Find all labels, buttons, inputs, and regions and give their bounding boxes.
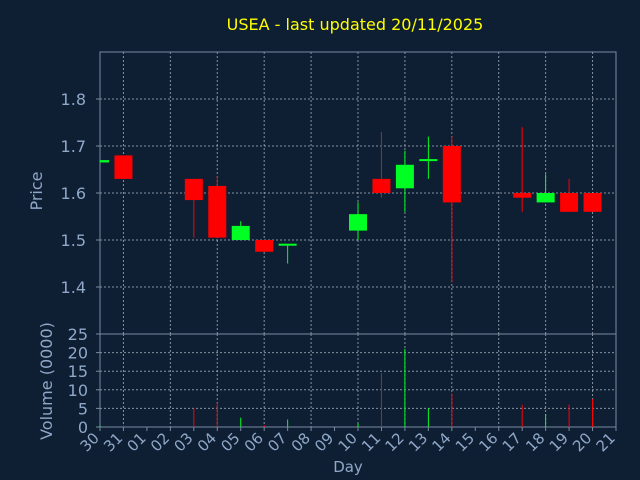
x-tick-label: 16 bbox=[475, 429, 501, 455]
x-axis-label: Day bbox=[333, 458, 363, 476]
price-tick-label: 1.5 bbox=[61, 231, 86, 250]
x-tick-label: 12 bbox=[382, 429, 408, 455]
candle-body bbox=[560, 193, 579, 212]
x-tick-labels: 3031010203040506070809101112131415161718… bbox=[77, 429, 619, 455]
price-axis-label: Price bbox=[27, 171, 46, 210]
x-tick-label: 05 bbox=[217, 429, 243, 455]
x-tick-label: 31 bbox=[100, 429, 126, 455]
candle-body bbox=[278, 243, 297, 246]
candle-body bbox=[100, 160, 109, 163]
x-tick-label: 09 bbox=[311, 429, 337, 455]
x-tick-label: 18 bbox=[522, 429, 548, 455]
chart-title: USEA - last updated 20/11/2025 bbox=[227, 15, 484, 34]
volume-tick-label: 15 bbox=[68, 362, 88, 381]
volume-bars bbox=[99, 348, 594, 427]
candle-body bbox=[184, 178, 203, 201]
volume-tick-label: 25 bbox=[68, 325, 88, 344]
candle-body bbox=[114, 155, 133, 179]
x-tick-label: 21 bbox=[593, 429, 619, 455]
candle-body bbox=[513, 193, 532, 198]
x-tick-label: 06 bbox=[241, 429, 267, 455]
x-tick-label: 02 bbox=[147, 429, 173, 455]
candle-body bbox=[372, 178, 391, 193]
price-tick-label: 1.4 bbox=[61, 278, 86, 297]
candle-body bbox=[255, 240, 274, 252]
x-tick-label: 04 bbox=[194, 429, 220, 455]
price-tick-label: 1.8 bbox=[61, 90, 86, 109]
candle-body bbox=[536, 193, 555, 203]
candle-body bbox=[395, 164, 414, 189]
volume-tick-label: 10 bbox=[68, 381, 88, 400]
grid-lines bbox=[96, 52, 617, 431]
candle-body bbox=[349, 214, 367, 231]
x-tick-label: 07 bbox=[264, 429, 290, 455]
x-tick-label: 03 bbox=[170, 429, 196, 455]
x-tick-label: 11 bbox=[358, 429, 384, 455]
candle-body bbox=[208, 185, 227, 238]
candle-body bbox=[442, 146, 461, 203]
price-tick-label: 1.6 bbox=[61, 184, 86, 203]
x-tick-label: 20 bbox=[569, 429, 595, 455]
volume-tick-label: 5 bbox=[78, 399, 88, 418]
x-tick-label: 19 bbox=[546, 429, 572, 455]
volume-tick-label: 20 bbox=[68, 344, 88, 363]
x-tick-label: 10 bbox=[335, 429, 361, 455]
candle-body bbox=[419, 159, 438, 162]
candles bbox=[99, 127, 602, 283]
candle-body bbox=[583, 193, 602, 212]
x-tick-label: 01 bbox=[124, 429, 150, 455]
candle-body bbox=[231, 225, 250, 240]
x-tick-label: 14 bbox=[428, 429, 454, 455]
x-tick-label: 17 bbox=[499, 429, 525, 455]
volume-axis-label: Volume (0000) bbox=[37, 322, 56, 440]
x-tick-label: 08 bbox=[288, 429, 314, 455]
volume-tick-label: 0 bbox=[78, 418, 88, 437]
x-tick-label: 15 bbox=[452, 429, 478, 455]
x-tick-label: 13 bbox=[405, 429, 431, 455]
price-tick-label: 1.7 bbox=[61, 137, 86, 156]
